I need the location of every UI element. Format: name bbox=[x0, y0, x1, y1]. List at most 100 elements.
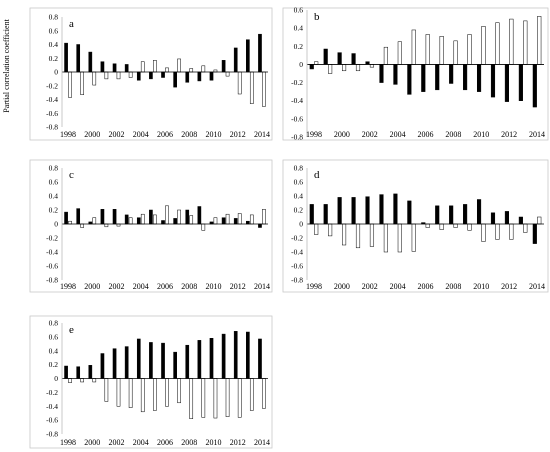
y-tick-label: -0.4 bbox=[291, 248, 303, 257]
panel-letter: c bbox=[69, 169, 74, 181]
bar bbox=[351, 53, 356, 65]
bar bbox=[379, 194, 384, 225]
bar bbox=[161, 220, 165, 225]
bar bbox=[532, 64, 537, 108]
x-tick-label: 2014 bbox=[254, 438, 270, 447]
bar bbox=[80, 223, 84, 228]
bar bbox=[128, 378, 133, 408]
bar bbox=[532, 223, 537, 244]
y-tick-label: 0.2 bbox=[49, 360, 59, 369]
bar bbox=[258, 338, 262, 379]
bar bbox=[76, 366, 81, 379]
y-tick-label: -0.2 bbox=[291, 234, 303, 243]
x-tick-label: 2004 bbox=[390, 282, 406, 291]
x-tick-label: 2008 bbox=[181, 438, 197, 447]
y-tick-label: 0.4 bbox=[49, 40, 59, 49]
y-tick-label: -0.2 bbox=[46, 388, 58, 397]
bar bbox=[262, 71, 266, 107]
panel-c: -0.8 -0.6 -0.4 -0.2 0 0.2 0.4 0.6 0.8 1998 2000 200… bbox=[29, 159, 273, 293]
bar bbox=[467, 223, 472, 231]
bar bbox=[379, 64, 384, 83]
bar bbox=[104, 223, 109, 228]
bar bbox=[80, 71, 84, 95]
x-tick-label: 2000 bbox=[84, 438, 100, 447]
x-tick-label: 2014 bbox=[529, 130, 545, 139]
bar bbox=[149, 209, 153, 225]
x-tick-label: 2008 bbox=[445, 282, 461, 291]
panel-frame bbox=[29, 7, 273, 141]
bar bbox=[467, 34, 472, 65]
bar bbox=[177, 58, 181, 73]
panel-frame bbox=[282, 7, 549, 141]
bar bbox=[453, 223, 458, 228]
y-tick-label: 0 bbox=[299, 220, 303, 229]
bar bbox=[365, 196, 370, 225]
bar bbox=[116, 378, 121, 407]
y-tick-label: -0.2 bbox=[46, 81, 58, 90]
y-tick-label: -0.4 bbox=[291, 96, 303, 105]
x-tick-label: 2010 bbox=[473, 282, 489, 291]
y-tick-label: 0.6 bbox=[49, 332, 59, 341]
bar bbox=[213, 378, 218, 419]
bar bbox=[262, 209, 266, 225]
bar bbox=[476, 64, 482, 92]
x-tick-label: 2010 bbox=[205, 130, 221, 139]
bar bbox=[100, 353, 105, 379]
y-tick-label: 0 bbox=[54, 220, 58, 229]
bar bbox=[197, 340, 202, 379]
x-tick-label: 2012 bbox=[230, 438, 246, 447]
bar bbox=[411, 223, 416, 252]
bar bbox=[185, 344, 190, 379]
bar bbox=[309, 204, 314, 225]
bar bbox=[365, 61, 370, 65]
y-tick-label: -0.6 bbox=[46, 109, 58, 118]
panel-frame bbox=[282, 159, 549, 293]
x-tick-label: 2000 bbox=[334, 130, 350, 139]
y-tick-label: -0.8 bbox=[46, 276, 58, 285]
bar bbox=[481, 223, 486, 242]
bar bbox=[124, 346, 129, 379]
bar bbox=[342, 223, 347, 246]
x-tick-label: 2000 bbox=[84, 130, 100, 139]
bar bbox=[323, 48, 328, 65]
bar bbox=[165, 378, 169, 407]
bar bbox=[537, 216, 542, 225]
bar bbox=[449, 205, 454, 225]
bar bbox=[88, 51, 93, 73]
x-tick-label: 1998 bbox=[60, 130, 76, 139]
x-tick-label: 2014 bbox=[254, 130, 270, 139]
bar bbox=[128, 217, 133, 225]
panel-frame bbox=[29, 315, 273, 449]
x-tick-label: 2002 bbox=[109, 282, 125, 291]
x-tick-label: 2006 bbox=[157, 438, 173, 447]
x-tick-label: 2008 bbox=[445, 130, 461, 139]
y-tick-label: 0.2 bbox=[294, 206, 304, 215]
x-tick-label: 2012 bbox=[501, 282, 517, 291]
bar bbox=[249, 378, 254, 411]
bar bbox=[225, 213, 230, 225]
bar bbox=[92, 217, 97, 225]
panel-a: -0.8 -0.6 -0.4 -0.2 0 0.2 0.4 0.6 0.8 1998 2000 200… bbox=[29, 7, 273, 141]
bar bbox=[246, 220, 250, 225]
bar bbox=[439, 223, 444, 230]
bar bbox=[435, 205, 440, 225]
panel-letter: d bbox=[314, 169, 320, 181]
bar bbox=[64, 365, 68, 379]
y-tick-label: 0.6 bbox=[49, 178, 59, 187]
bar bbox=[201, 223, 206, 231]
y-tick-label: -0.8 bbox=[46, 123, 58, 132]
y-tick-label: -0.6 bbox=[291, 114, 303, 123]
x-tick-label: 2006 bbox=[157, 130, 173, 139]
bar bbox=[407, 200, 412, 225]
x-tick-label: 2008 bbox=[181, 130, 197, 139]
bar bbox=[453, 40, 458, 65]
bar bbox=[173, 71, 177, 88]
bar bbox=[173, 351, 177, 379]
bar bbox=[258, 223, 262, 228]
panel-letter: b bbox=[314, 11, 320, 23]
bar bbox=[490, 64, 496, 98]
bar bbox=[225, 71, 230, 77]
y-tick-label: 0.4 bbox=[294, 24, 304, 33]
y-tick-label: -0.4 bbox=[46, 402, 58, 411]
bar bbox=[495, 22, 500, 65]
